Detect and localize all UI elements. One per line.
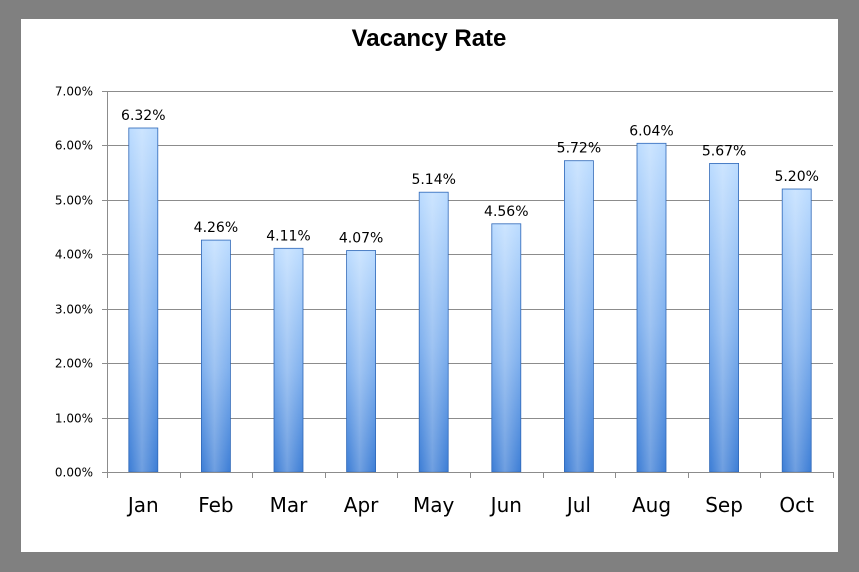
bar-highlight — [275, 249, 302, 472]
bar-highlight — [202, 241, 230, 472]
bar-highlight — [638, 144, 665, 473]
bar-chart: Vacancy Rate 0.00% 1.00% 2.00% 3.00% 4.00% 5.… — [55, 25, 834, 517]
data-label: 5.14% — [411, 172, 455, 188]
y-tick-label: 3.00% — [55, 303, 93, 317]
data-label: 4.07% — [339, 231, 383, 247]
data-label: 6.32% — [121, 108, 165, 124]
x-tick-label: Aug — [632, 493, 671, 517]
chart-frame: Vacancy Rate 0.00% 1.00% 2.00% 3.00% 4.00% 5.… — [21, 19, 838, 552]
bar-highlight — [129, 129, 157, 472]
bar-highlight — [492, 224, 520, 472]
data-label: 4.26% — [194, 220, 238, 236]
data-label: 5.67% — [702, 143, 746, 159]
y-tick-label: 2.00% — [55, 357, 93, 371]
x-tick-label: May — [413, 493, 455, 517]
y-axis-ticks: 0.00% 1.00% 2.00% 3.00% 4.00% 5.00% 6.00% 7.00% — [55, 85, 93, 480]
data-label: 5.20% — [774, 169, 818, 185]
x-tick-label: Mar — [270, 493, 309, 517]
bar-highlight — [783, 190, 811, 472]
data-label: 4.56% — [484, 204, 528, 220]
axes — [107, 91, 834, 478]
bar-highlight — [565, 161, 593, 472]
y-tick-label: 5.00% — [55, 194, 93, 208]
x-axis-ticks: Jan Feb Mar Apr May Jun Jul Aug Sep Oct — [126, 493, 814, 517]
x-tick-label: Feb — [198, 493, 233, 517]
bar-highlight — [347, 251, 375, 472]
x-tick-label: Sep — [705, 493, 743, 517]
y-tick-label: 4.00% — [55, 248, 93, 262]
bar-highlight — [420, 193, 448, 472]
data-labels: 6.32% 4.26% 4.11% 4.07% 5.14% 4.56% 5.72% 6.04%… — [121, 108, 819, 247]
x-tick-label: Jul — [565, 493, 591, 517]
x-tick-label: Oct — [779, 493, 814, 517]
bar-highlight — [710, 164, 738, 472]
y-tick-label: 0.00% — [55, 466, 93, 480]
data-label: 4.11% — [266, 228, 310, 244]
bars — [128, 127, 812, 473]
x-tick-label: Jun — [489, 493, 522, 517]
data-label: 5.72% — [557, 141, 601, 157]
data-label: 6.04% — [629, 123, 673, 139]
y-tick-label: 1.00% — [55, 412, 93, 426]
chart-title: Vacancy Rate — [352, 25, 507, 52]
x-tick-label: Jan — [126, 493, 159, 517]
x-tick-label: Apr — [344, 493, 379, 517]
y-tick-label: 6.00% — [55, 139, 93, 153]
y-tick-label: 7.00% — [55, 85, 93, 99]
